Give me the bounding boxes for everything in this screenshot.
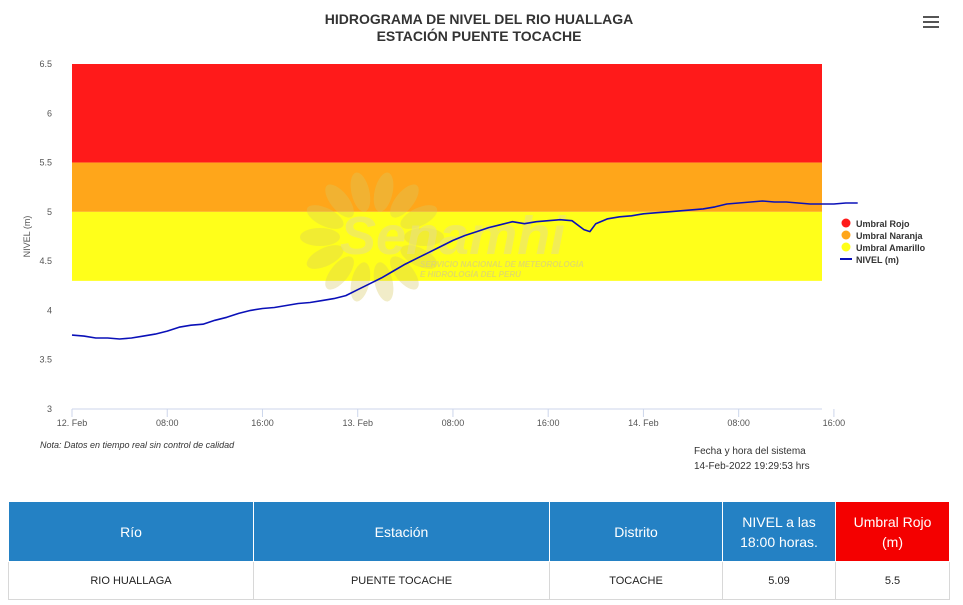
watermark-sun-ray bbox=[390, 184, 419, 218]
x-tick-label: 16:00 bbox=[537, 418, 560, 428]
watermark-sun-ray bbox=[373, 172, 394, 212]
watermark-sun-ray bbox=[350, 172, 371, 212]
chart-svg: HIDROGRAMA DE NIVEL DEL RIO HUALLAGA EST… bbox=[22, 11, 926, 428]
chart-title-line1: HIDROGRAMA DE NIVEL DEL RIO HUALLAGA bbox=[325, 11, 634, 27]
y-tick-label: 6.5 bbox=[39, 59, 52, 69]
cell-nivel: 5.09 bbox=[722, 561, 836, 600]
legend-marker-2 bbox=[841, 242, 851, 252]
watermark-sun-ray bbox=[325, 256, 354, 290]
watermark-sun-ray bbox=[373, 262, 394, 302]
x-tick-label: 16:00 bbox=[823, 418, 846, 428]
cell-umbral-rojo: 5.5 bbox=[835, 561, 950, 600]
y-tick-label: 4 bbox=[47, 305, 52, 315]
y-axis-title: NIVEL (m) bbox=[22, 216, 32, 258]
header-distrito: Distrito bbox=[549, 501, 723, 562]
station-info-table: Río Estación Distrito NIVEL a las 18:00 … bbox=[8, 501, 950, 600]
y-tick-label: 6 bbox=[47, 108, 52, 118]
x-tick-label: 08:00 bbox=[442, 418, 465, 428]
x-tick-label: 08:00 bbox=[156, 418, 179, 428]
series-line-nivel bbox=[71, 200, 858, 340]
x-tick-label: 13. Feb bbox=[342, 418, 373, 428]
system-time-value: 14-Feb-2022 19:29:53 hrs bbox=[694, 461, 810, 472]
legend-marker-1 bbox=[841, 230, 851, 240]
y-tick-label: 3.5 bbox=[39, 355, 52, 365]
header-nivel: NIVEL a las 18:00 horas. bbox=[722, 501, 836, 562]
table-row: RIO HUALLAGA PUENTE TOCACHE TOCACHE 5.09… bbox=[8, 561, 950, 600]
legend-label-2: Umbral Amarillo bbox=[856, 243, 926, 253]
watermark-brand: Senamhi bbox=[340, 206, 566, 266]
legend-label-1: Umbral Naranja bbox=[856, 231, 924, 241]
band-umbral-naranja bbox=[72, 162, 822, 212]
watermark-sun-ray bbox=[306, 245, 344, 269]
watermark-sun-ray bbox=[400, 205, 438, 229]
y-tick-label: 5.5 bbox=[39, 158, 52, 168]
watermark-sun-ray bbox=[325, 184, 354, 218]
x-tick-label: 16:00 bbox=[251, 418, 274, 428]
header-rio: Río bbox=[8, 501, 254, 562]
watermark-sun-ray bbox=[300, 228, 340, 246]
x-tick-label: 12. Feb bbox=[57, 418, 88, 428]
watermark-line2: E HIDROLOGÍA DEL PERÚ bbox=[420, 270, 521, 279]
cell-rio: RIO HUALLAGA bbox=[8, 561, 254, 600]
legend-marker-0 bbox=[841, 218, 851, 228]
hydrograph-chart: HIDROGRAMA DE NIVEL DEL RIO HUALLAGA EST… bbox=[22, 11, 942, 428]
header-estacion: Estación bbox=[253, 501, 550, 562]
header-umbral-rojo: Umbral Rojo (m) bbox=[835, 501, 950, 562]
watermark-line1: SERVICIO NACIONAL DE METEOROLOGÍA bbox=[420, 260, 584, 269]
cell-estacion: PUENTE TOCACHE bbox=[253, 561, 550, 600]
band-umbral-rojo bbox=[72, 64, 822, 163]
legend-label-3: NIVEL (m) bbox=[856, 255, 899, 265]
system-time-label: Fecha y hora del sistema bbox=[694, 446, 806, 457]
watermark-sun-ray bbox=[390, 256, 419, 290]
band-umbral-amarillo bbox=[72, 211, 822, 281]
table-header-row: Río Estación Distrito NIVEL a las 18:00 … bbox=[8, 501, 950, 562]
watermark-sun-ray bbox=[404, 228, 444, 246]
quality-note: Nota: Datos en tiempo real sin control d… bbox=[40, 440, 235, 450]
y-tick-label: 5 bbox=[47, 207, 52, 217]
system-time: Fecha y hora del sistema 14-Feb-2022 19:… bbox=[694, 444, 810, 474]
y-tick-label: 4.5 bbox=[39, 256, 52, 266]
chart-title-line2: ESTACIÓN PUENTE TOCACHE bbox=[377, 27, 582, 44]
cell-distrito: TOCACHE bbox=[549, 561, 723, 600]
watermark-sun-ray bbox=[306, 205, 344, 229]
legend-label-0: Umbral Rojo bbox=[856, 219, 910, 229]
x-tick-label: 08:00 bbox=[727, 418, 750, 428]
y-tick-label: 3 bbox=[47, 404, 52, 414]
hamburger-menu-icon[interactable] bbox=[920, 14, 942, 32]
x-tick-label: 14. Feb bbox=[628, 418, 659, 428]
